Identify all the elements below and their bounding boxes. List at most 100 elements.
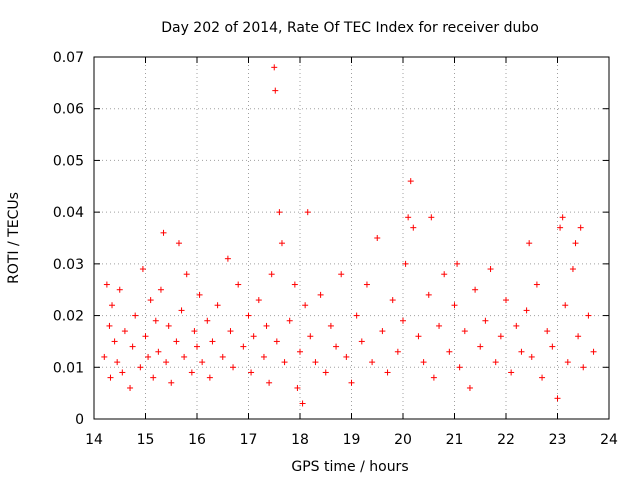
x-tick-label: 23 [549,432,567,448]
data-point [425,291,432,298]
data-point [389,297,396,304]
data-point [307,333,314,340]
data-point [160,229,167,236]
data-point [513,322,520,329]
x-axis-title: GPS time / hours [291,459,408,475]
data-point [139,266,146,273]
data-point [168,379,175,386]
data-point [165,322,172,329]
y-tick-label: 0.06 [53,102,84,118]
data-point [363,281,370,288]
data-point [407,178,414,185]
data-point [410,224,417,231]
data-point [129,343,136,350]
data-point [564,359,571,366]
y-tick-label: 0.05 [53,153,84,169]
data-point [268,271,275,278]
data-point [580,364,587,371]
data-point [369,359,376,366]
data-point [430,374,437,381]
data-point [260,353,267,360]
data-point [111,338,118,345]
data-point [127,384,134,391]
data-point [263,322,270,329]
data-point [163,359,170,366]
data-point [400,317,406,324]
data-point [374,235,381,241]
data-point [297,348,303,355]
data-point [533,281,540,288]
data-point [173,338,180,345]
data-point [106,322,113,329]
data-point [114,359,121,366]
data-point [428,214,435,221]
data-point [569,266,576,273]
data-point [271,64,278,71]
data-point [466,384,473,391]
y-tick-label: 0.02 [53,309,84,325]
data-point [327,322,334,329]
data-point [415,333,422,340]
data-point [338,271,345,278]
data-point [214,302,221,309]
data-point [526,240,533,247]
data-point [121,328,128,335]
data-point [461,328,468,335]
y-tick-label: 0.04 [53,205,84,221]
grid-layer [94,57,609,419]
x-tick-label: 21 [446,432,464,448]
y-tick-label: 0 [75,412,84,428]
data-point [175,240,182,247]
data-point [137,364,144,371]
data-point [353,312,360,319]
data-point [302,302,309,309]
data-point [549,343,556,350]
data-point [394,348,401,355]
data-point [147,297,154,304]
data-point [577,224,584,231]
data-point [317,291,324,298]
data-point [145,353,152,360]
x-tick-label: 24 [600,432,618,448]
data-point [402,260,409,267]
data-point [157,286,164,293]
data-point [456,364,463,371]
data-point [559,214,566,221]
data-point [554,395,561,402]
data-point [266,379,273,386]
data-point [451,302,458,309]
data-point [194,343,200,350]
data-point [291,281,298,288]
data-point [322,369,329,376]
data-point [348,379,355,386]
data-point [155,348,162,355]
data-point [199,359,206,366]
data-point [492,359,499,366]
data-point [116,286,123,293]
x-tick-label: 17 [240,432,258,448]
data-point [152,317,159,324]
data-point [272,87,279,94]
data-point [273,338,280,345]
data-point [248,369,255,376]
data-point [181,353,188,360]
data-point [119,369,126,376]
y-tick-labels: 0 0.01 0.02 0.03 0.04 0.05 0.06 0.07 [53,50,84,428]
data-point [183,271,190,278]
data-point [333,343,340,350]
data-point [196,291,203,298]
data-point [585,312,592,319]
data-point [441,271,448,278]
data-point [497,333,504,340]
data-point [508,369,515,376]
y-tick-label: 0.07 [53,50,84,66]
x-tick-label: 18 [291,432,309,448]
x-tick-label: 16 [188,432,206,448]
data-point [132,312,139,319]
data-point [224,255,231,262]
data-point [227,328,234,335]
data-point [188,369,195,376]
x-tick-label: 19 [343,432,361,448]
x-tick-labels: 14 15 16 17 18 19 20 21 22 23 24 [85,432,618,448]
